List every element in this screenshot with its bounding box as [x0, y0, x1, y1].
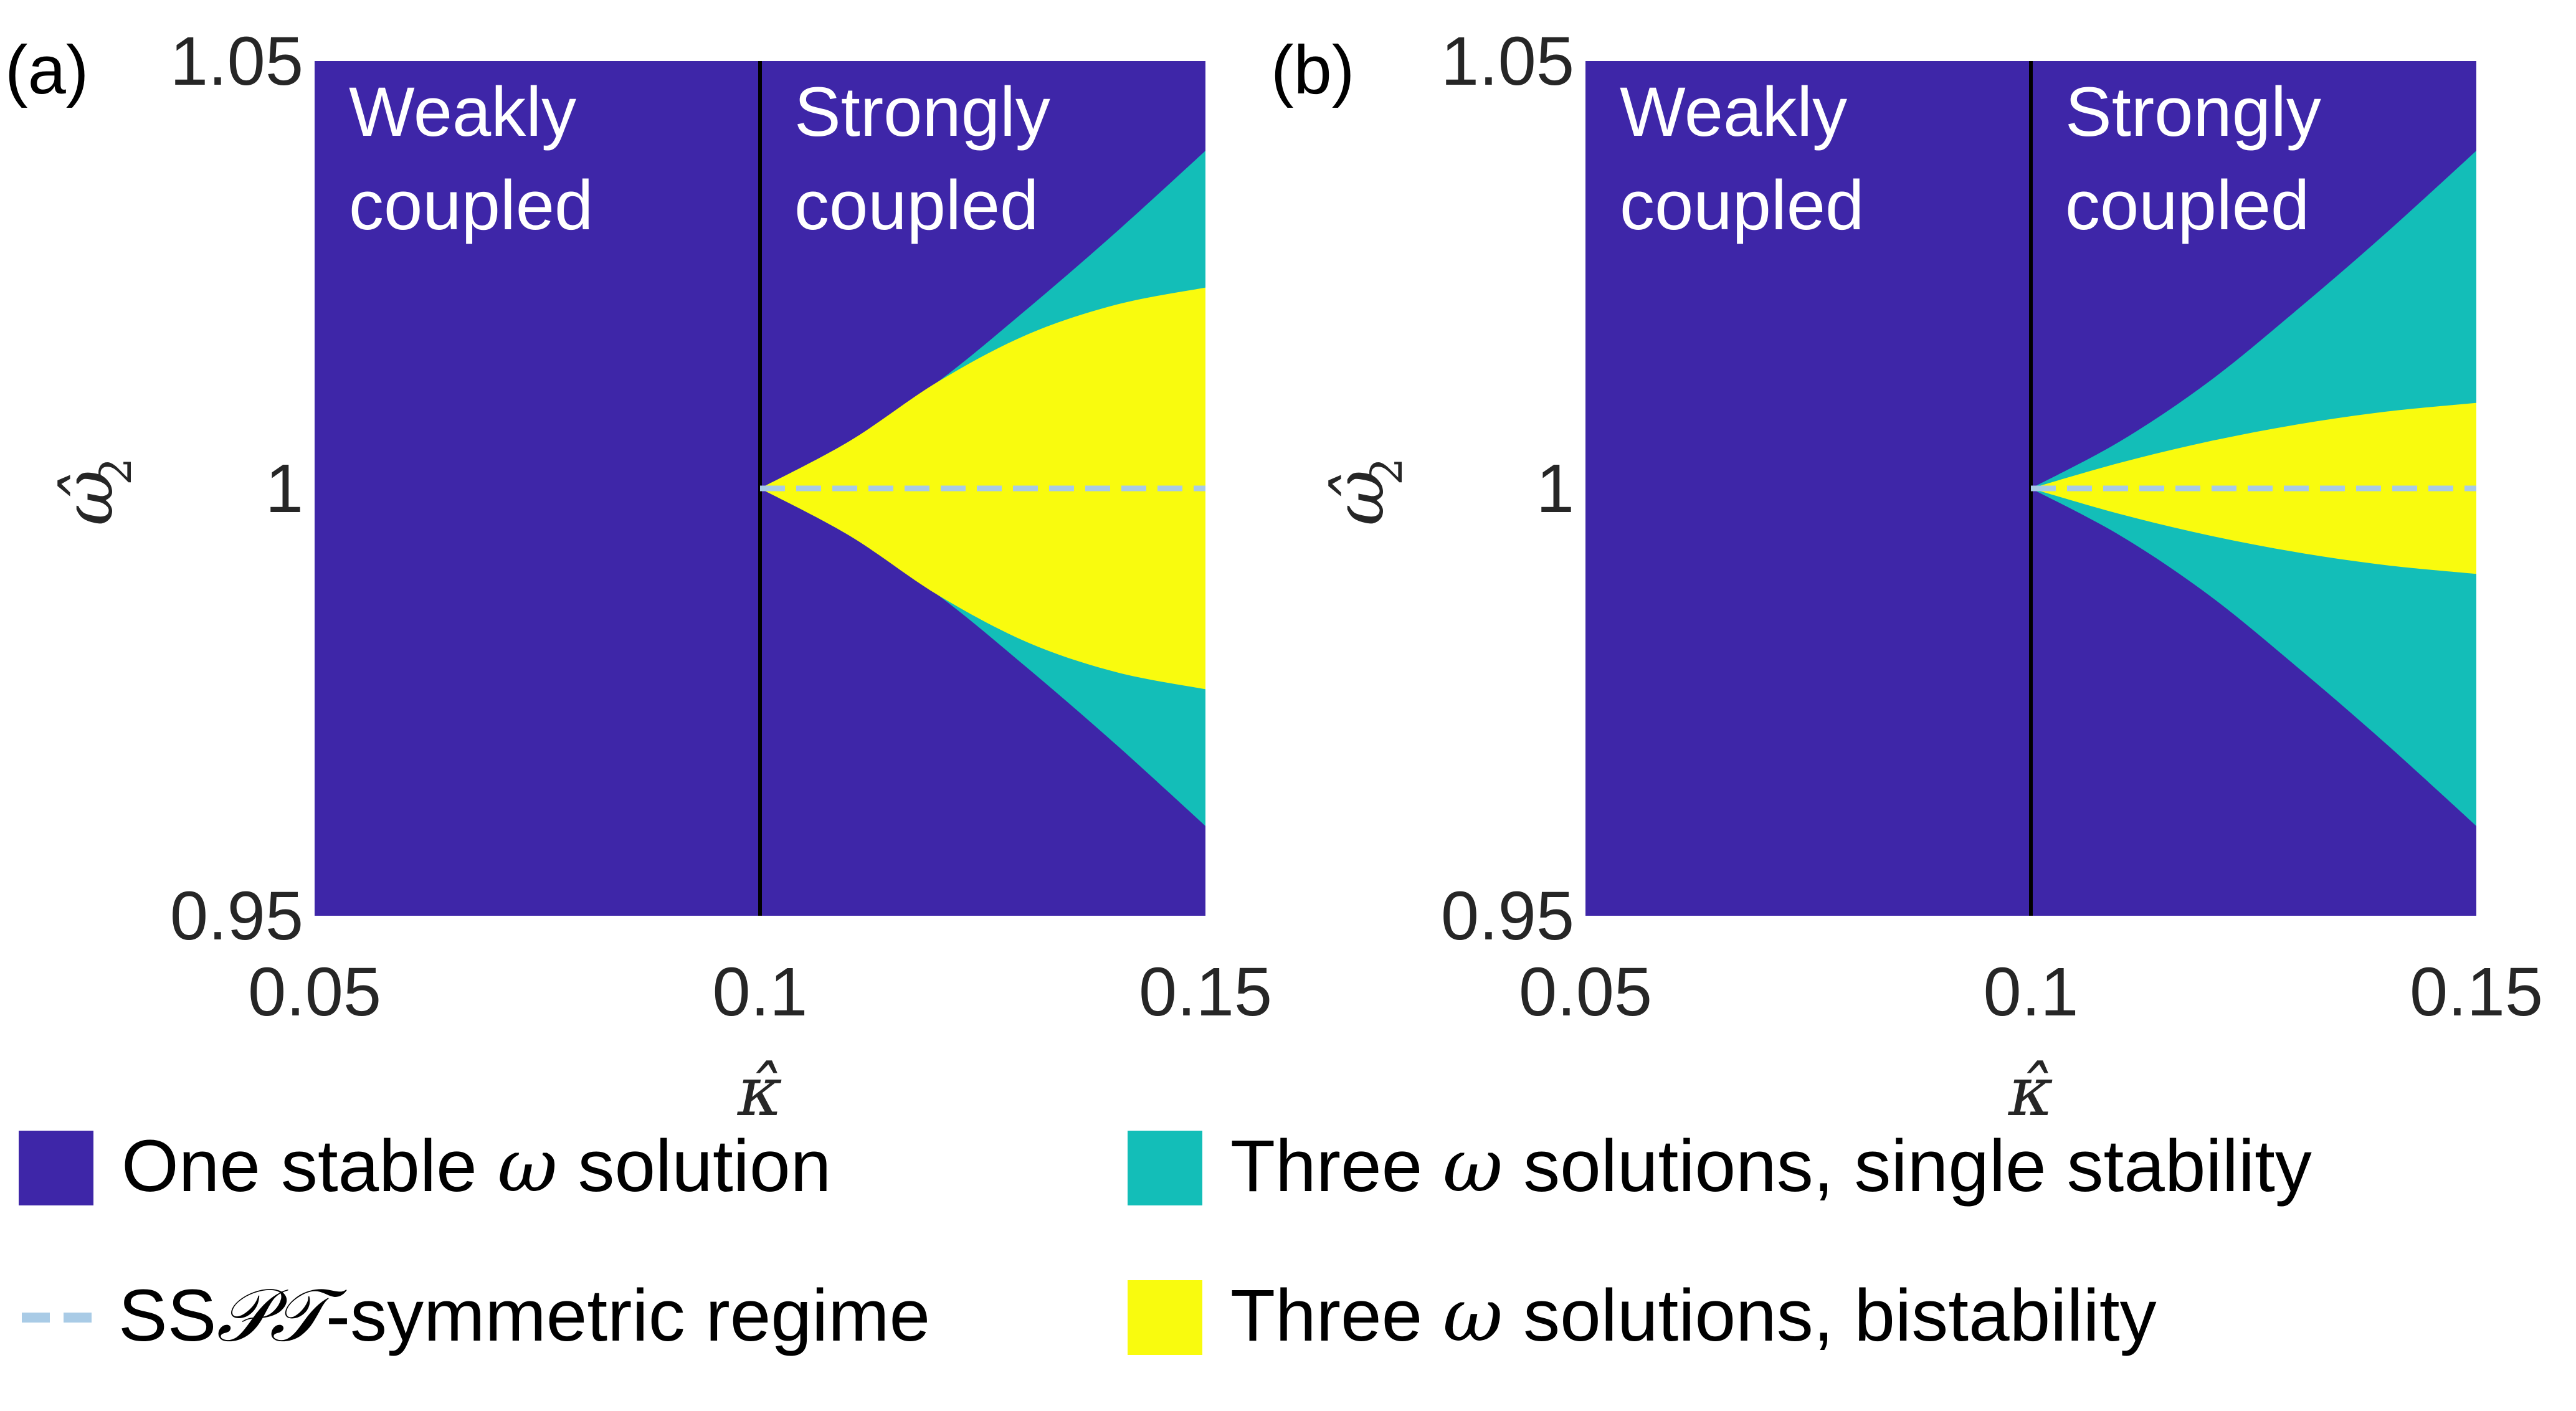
- xlabel-a: κ̂: [737, 1052, 782, 1131]
- legend-label-bistability: Three ω solutions, bistability: [1230, 1272, 2157, 1358]
- legend-swatch-one-stable: [19, 1131, 93, 1205]
- ylabel-sub-a: 2: [90, 457, 141, 485]
- strong-label-line2-a: coupled: [794, 166, 1038, 244]
- xtick-left-b: 0.05: [1519, 954, 1652, 1030]
- strong-label-line2-b: coupled: [2065, 166, 2309, 244]
- xtick-left-a: 0.05: [248, 954, 381, 1030]
- ylabel-a: ω̂ 2: [49, 457, 141, 526]
- legend-item-symmetric-regime: SS𝒫𝒯-symmetric regime: [22, 1272, 930, 1358]
- legend-swatch-bistability: [1128, 1280, 1202, 1355]
- panel-b: (b) Weakly coupled Strongly coupled 1.05…: [1271, 23, 2543, 1131]
- strong-label-line1-b: Strongly: [2065, 73, 2321, 151]
- ytick-mid-a: 1: [265, 450, 303, 527]
- panel-a-label: (a): [5, 32, 88, 108]
- xtick-mid-b: 0.1: [1984, 954, 2079, 1030]
- weak-label-line2-a: coupled: [349, 166, 593, 244]
- ylabel-b: ω̂ 2: [1319, 457, 1412, 526]
- legend-label-single-stability: Three ω solutions, single stability: [1230, 1123, 2312, 1209]
- legend-item-single-stability: Three ω solutions, single stability: [1128, 1123, 2312, 1209]
- ytick-bottom-a: 0.95: [170, 878, 303, 954]
- ytick-top-a: 1.05: [170, 23, 303, 100]
- weak-label-line1-b: Weakly: [1620, 73, 1847, 151]
- weak-label-line1-a: Weakly: [349, 73, 576, 151]
- xtick-right-b: 0.15: [2410, 954, 2543, 1030]
- ytick-mid-b: 1: [1536, 450, 1574, 527]
- legend-label-symmetric-regime: SS𝒫𝒯-symmetric regime: [118, 1272, 930, 1358]
- xtick-right-a: 0.15: [1139, 954, 1272, 1030]
- ylabel-base-a: ω̂: [49, 470, 128, 526]
- weak-label-line2-b: coupled: [1620, 166, 1864, 244]
- legend-item-bistability: Three ω solutions, bistability: [1128, 1272, 2157, 1358]
- strong-label-line1-a: Strongly: [794, 73, 1050, 151]
- legend-swatch-single-stability: [1128, 1131, 1202, 1205]
- xlabel-b: κ̂: [2008, 1052, 2053, 1131]
- ytick-top-b: 1.05: [1441, 23, 1574, 100]
- legend-item-one-stable: One stable ω solution: [19, 1123, 831, 1209]
- ytick-bottom-b: 0.95: [1441, 878, 1574, 954]
- panel-b-label: (b): [1271, 32, 1354, 108]
- panel-a: (a) Weakly coupled Strongly coupled 1.05…: [5, 23, 1272, 1131]
- legend-label-one-stable: One stable ω solution: [121, 1123, 831, 1209]
- ylabel-sub-b: 2: [1361, 457, 1412, 485]
- xtick-mid-a: 0.1: [713, 954, 808, 1030]
- ylabel-base-b: ω̂: [1319, 470, 1399, 526]
- legend: One stable ω solution Three ω solutions,…: [19, 1123, 2312, 1358]
